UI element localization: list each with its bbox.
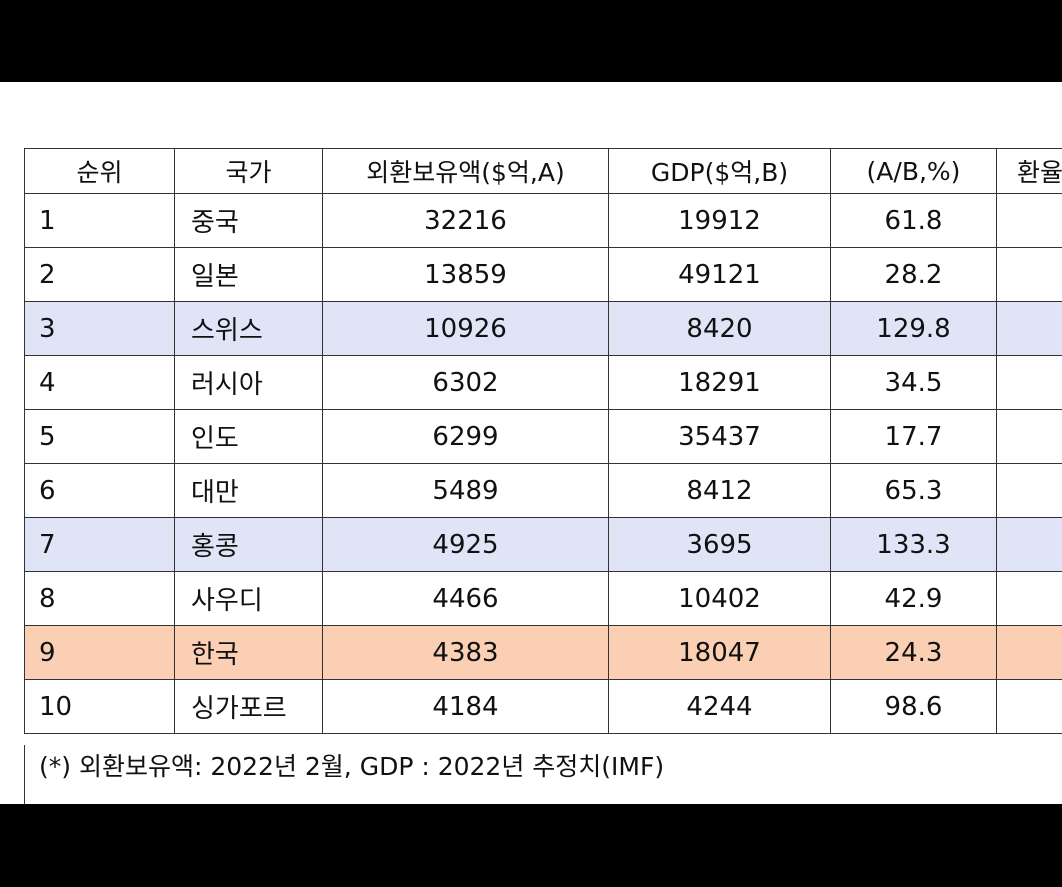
table-row: 7 홍콩 4925 3695 133.3 <box>24 517 1062 572</box>
country-cell: 일본 <box>174 247 323 302</box>
gdp-cell: 49121 <box>608 247 831 302</box>
header-ratio: (A/B,%) <box>830 148 997 194</box>
gdp-cell: 19912 <box>608 193 831 248</box>
ratio-cell: 17.7 <box>830 409 997 464</box>
table-row: 8 사우디 4466 10402 42.9 <box>24 571 1062 626</box>
table-row: 4 러시아 6302 18291 34.5 <box>24 355 1062 410</box>
gdp-cell: 18047 <box>608 625 831 680</box>
exchange-rate-cell <box>996 355 1062 410</box>
table-header-row: 순위 국가 외환보유액($억,A) GDP($억,B) (A/B,%) 환율 <box>24 148 1062 194</box>
ratio-cell: 34.5 <box>830 355 997 410</box>
gdp-cell: 8420 <box>608 301 831 356</box>
bottom-black-bar <box>0 804 1062 887</box>
reserves-cell: 5489 <box>322 463 609 518</box>
country-cell: 홍콩 <box>174 517 323 572</box>
table-row: 2 일본 13859 49121 28.2 <box>24 247 1062 302</box>
reserves-cell: 4184 <box>322 679 609 734</box>
country-cell: 대만 <box>174 463 323 518</box>
rank-cell: 6 <box>24 463 175 518</box>
ratio-cell: 28.2 <box>830 247 997 302</box>
country-cell: 한국 <box>174 625 323 680</box>
rank-cell: 1 <box>24 193 175 248</box>
gdp-cell: 18291 <box>608 355 831 410</box>
exchange-rate-cell <box>996 463 1062 518</box>
reserves-cell: 13859 <box>322 247 609 302</box>
ratio-cell: 133.3 <box>830 517 997 572</box>
rank-cell: 8 <box>24 571 175 626</box>
reserves-cell: 6302 <box>322 355 609 410</box>
table-notes: (*) 외환보유액: 2022년 2월, GDP : 2022년 추정치(IMF… <box>24 745 1062 804</box>
table-body: 1 중국 32216 19912 61.8 2 일본 13859 49121 28.2 3 스위스 10… <box>24 193 1062 734</box>
exchange-rate-cell <box>996 517 1062 572</box>
header-reserves: 외환보유액($억,A) <box>322 148 609 194</box>
exchange-rate-cell <box>996 571 1062 626</box>
reserves-cell: 4383 <box>322 625 609 680</box>
rank-cell: 10 <box>24 679 175 734</box>
gdp-cell: 4244 <box>608 679 831 734</box>
country-cell: 러시아 <box>174 355 323 410</box>
exchange-rate-cell <box>996 625 1062 680</box>
rank-cell: 5 <box>24 409 175 464</box>
exchange-rate-cell <box>996 301 1062 356</box>
exchange-rate-cell <box>996 409 1062 464</box>
table-row: 3 스위스 10926 8420 129.8 <box>24 301 1062 356</box>
exchange-rate-cell <box>996 247 1062 302</box>
ratio-cell: 98.6 <box>830 679 997 734</box>
table-row: 10 싱가포르 4184 4244 98.6 <box>24 679 1062 734</box>
rank-cell: 7 <box>24 517 175 572</box>
table-row: 9 한국 4383 18047 24.3 <box>24 625 1062 680</box>
reserves-cell: 6299 <box>322 409 609 464</box>
gdp-cell: 8412 <box>608 463 831 518</box>
fx-reserves-table: 순위 국가 외환보유액($억,A) GDP($억,B) (A/B,%) 환율 1… <box>24 148 1062 734</box>
top-black-bar <box>0 0 1062 82</box>
exchange-rate-cell <box>996 193 1062 248</box>
ratio-cell: 61.8 <box>830 193 997 248</box>
header-gdp: GDP($억,B) <box>608 148 831 194</box>
country-cell: 인도 <box>174 409 323 464</box>
rank-cell: 3 <box>24 301 175 356</box>
country-cell: 사우디 <box>174 571 323 626</box>
gdp-cell: 10402 <box>608 571 831 626</box>
reserves-cell: 32216 <box>322 193 609 248</box>
ratio-cell: 24.3 <box>830 625 997 680</box>
table-row: 5 인도 6299 35437 17.7 <box>24 409 1062 464</box>
rank-cell: 9 <box>24 625 175 680</box>
table-row: 1 중국 32216 19912 61.8 <box>24 193 1062 248</box>
header-country: 국가 <box>174 148 323 194</box>
reserves-cell: 10926 <box>322 301 609 356</box>
reserves-cell: 4466 <box>322 571 609 626</box>
document-page: 순위 국가 외환보유액($억,A) GDP($억,B) (A/B,%) 환율 1… <box>0 82 1062 804</box>
gdp-cell: 35437 <box>608 409 831 464</box>
country-cell: 싱가포르 <box>174 679 323 734</box>
exchange-rate-cell <box>996 679 1062 734</box>
header-rank: 순위 <box>24 148 175 194</box>
table-row: 6 대만 5489 8412 65.3 <box>24 463 1062 518</box>
note-source: (*) 외환보유액: 2022년 2월, GDP : 2022년 추정치(IMF… <box>39 752 665 781</box>
country-cell: 스위스 <box>174 301 323 356</box>
reserves-cell: 4925 <box>322 517 609 572</box>
rank-cell: 2 <box>24 247 175 302</box>
gdp-cell: 3695 <box>608 517 831 572</box>
header-exchange-rate: 환율 <box>996 148 1062 194</box>
country-cell: 중국 <box>174 193 323 248</box>
rank-cell: 4 <box>24 355 175 410</box>
ratio-cell: 42.9 <box>830 571 997 626</box>
ratio-cell: 65.3 <box>830 463 997 518</box>
ratio-cell: 129.8 <box>830 301 997 356</box>
